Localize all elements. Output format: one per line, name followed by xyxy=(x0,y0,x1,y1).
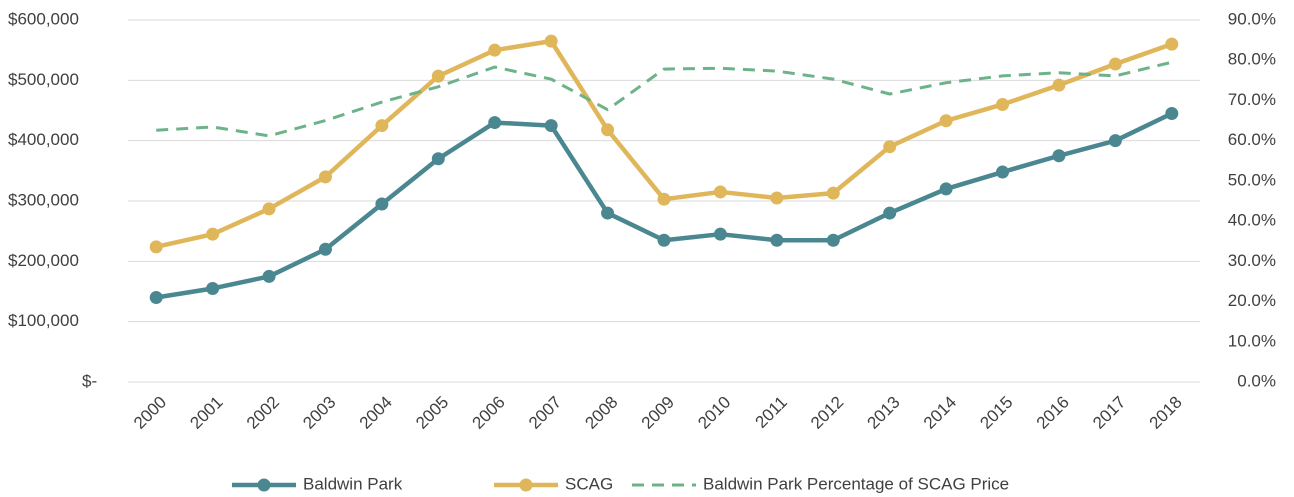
y2-tick-label: 30.0% xyxy=(1228,251,1276,270)
data-point xyxy=(375,119,389,133)
x-tick-label: 2003 xyxy=(299,393,339,433)
data-point xyxy=(318,170,332,184)
data-point xyxy=(1165,107,1179,121)
y-tick-label: $600,000 xyxy=(8,9,79,28)
data-point xyxy=(939,114,953,128)
data-point xyxy=(318,242,332,256)
y2-tick-label: 10.0% xyxy=(1228,331,1276,350)
data-point xyxy=(601,123,615,137)
data-point xyxy=(770,233,784,247)
data-point xyxy=(657,233,671,247)
y2-tick-label: 60.0% xyxy=(1228,130,1276,149)
x-tick-label: 2014 xyxy=(920,393,960,433)
data-point xyxy=(883,206,897,220)
data-point xyxy=(713,185,727,199)
y2-tick-label: 70.0% xyxy=(1228,90,1276,109)
x-tick-label: 2009 xyxy=(638,393,678,433)
x-tick-label: 2010 xyxy=(694,393,734,433)
x-tick-label: 2007 xyxy=(525,393,565,433)
y-tick-label: $200,000 xyxy=(8,251,79,270)
data-point xyxy=(1052,78,1066,92)
legend-label: Baldwin Park Percentage of SCAG Price xyxy=(703,474,1009,493)
data-point xyxy=(262,269,276,283)
data-point xyxy=(488,43,502,57)
y-tick-label: $300,000 xyxy=(8,190,79,209)
x-tick-label: 2000 xyxy=(130,393,170,433)
x-tick-label: 2008 xyxy=(581,393,621,433)
legend-label: SCAG xyxy=(565,474,613,493)
x-tick-label: 2001 xyxy=(186,393,226,433)
x-tick-label: 2005 xyxy=(412,393,452,433)
data-point xyxy=(206,281,220,295)
data-point xyxy=(149,240,163,254)
y2-tick-label: 0.0% xyxy=(1237,371,1276,390)
x-tick-label: 2016 xyxy=(1033,393,1073,433)
data-point xyxy=(206,227,220,241)
legend-marker xyxy=(519,478,533,492)
x-tick-label: 2002 xyxy=(243,393,283,433)
x-tick-label: 2006 xyxy=(469,393,509,433)
x-tick-label: 2013 xyxy=(864,393,904,433)
data-point xyxy=(431,69,445,83)
x-tick-label: 2012 xyxy=(807,393,847,433)
y-tick-label: $100,000 xyxy=(8,311,79,330)
y2-tick-label: 20.0% xyxy=(1228,291,1276,310)
y2-tick-label: 40.0% xyxy=(1228,211,1276,230)
data-point xyxy=(1052,149,1066,163)
y-tick-label: $- xyxy=(82,371,97,390)
data-point xyxy=(488,116,502,130)
data-point xyxy=(826,186,840,200)
data-point xyxy=(149,291,163,305)
series-line xyxy=(156,60,1173,138)
data-point xyxy=(1108,57,1122,71)
y2-tick-label: 80.0% xyxy=(1228,50,1276,69)
legend-label: Baldwin Park xyxy=(303,474,403,493)
data-point xyxy=(431,152,445,166)
x-tick-label: 2011 xyxy=(752,393,791,432)
y-tick-label: $400,000 xyxy=(8,130,79,149)
data-point xyxy=(1108,134,1122,148)
data-point xyxy=(262,202,276,216)
y-tick-label: $500,000 xyxy=(8,70,79,89)
data-point xyxy=(1165,37,1179,51)
legend-marker xyxy=(257,478,271,492)
data-point xyxy=(657,192,671,206)
data-point xyxy=(996,97,1010,111)
data-point xyxy=(770,191,784,205)
series-line xyxy=(155,38,1173,250)
data-point xyxy=(996,165,1010,179)
data-point xyxy=(544,34,558,48)
data-point xyxy=(883,140,897,154)
data-point xyxy=(601,206,615,220)
x-tick-label: 2015 xyxy=(976,393,1016,433)
data-point xyxy=(939,182,953,196)
x-tick-label: 2017 xyxy=(1089,393,1129,433)
x-tick-label: 2018 xyxy=(1146,393,1186,433)
data-point xyxy=(713,227,727,241)
data-point xyxy=(375,197,389,211)
data-point xyxy=(826,233,840,247)
x-tick-label: 2004 xyxy=(356,393,396,433)
y2-tick-label: 50.0% xyxy=(1228,170,1276,189)
data-point xyxy=(544,119,558,133)
y2-tick-label: 90.0% xyxy=(1228,9,1276,28)
